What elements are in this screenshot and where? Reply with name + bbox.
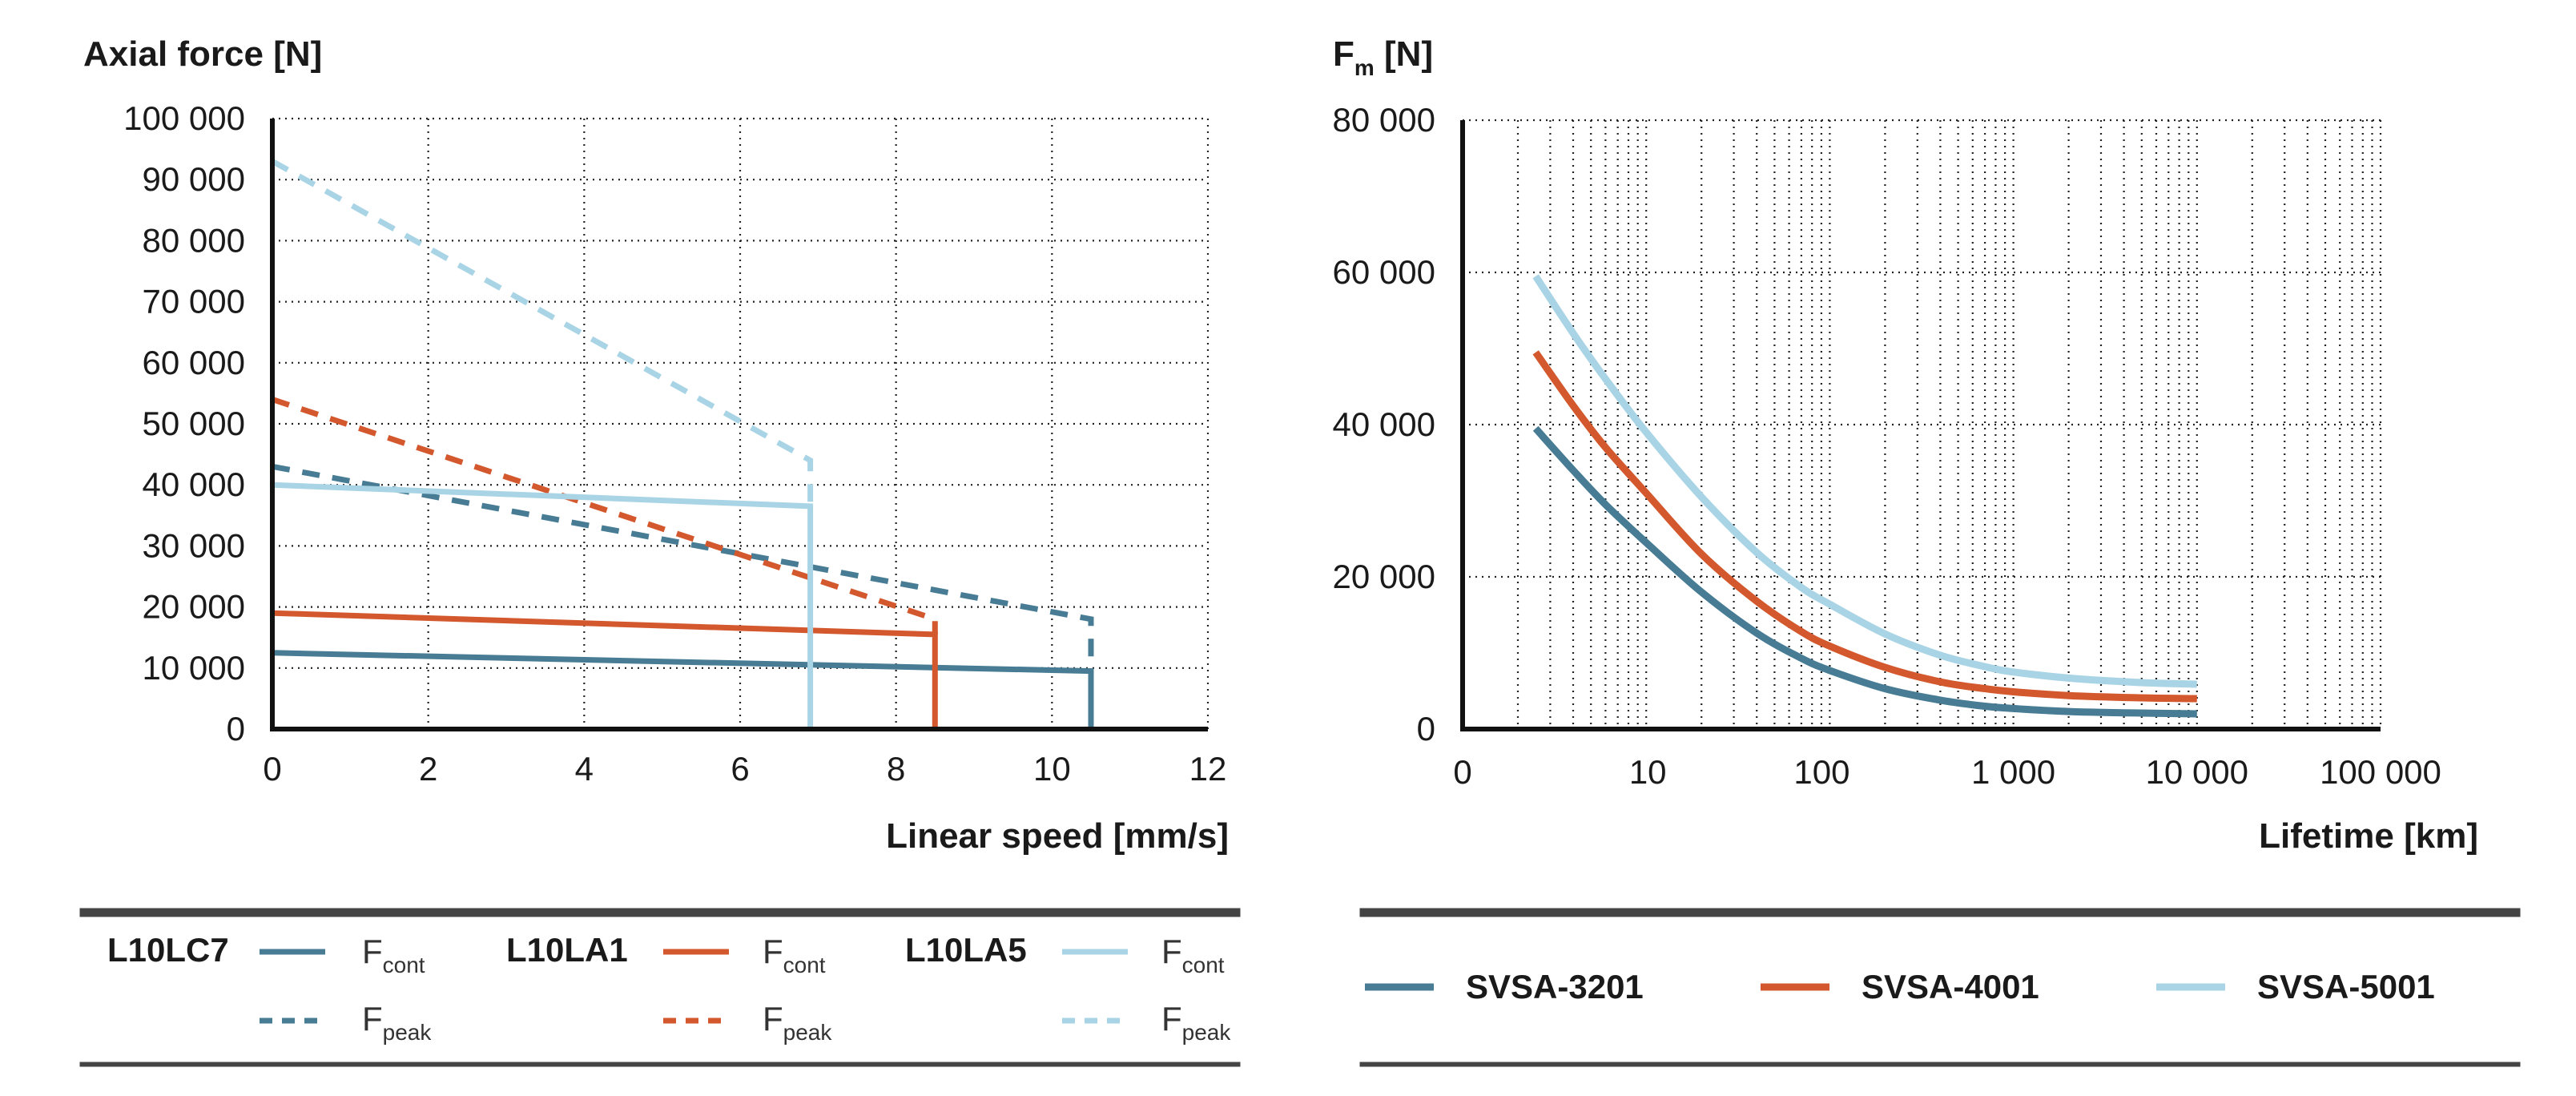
chart1-title: Axial force [N] (83, 34, 322, 74)
legend1-group-name: L10LA5 (905, 931, 1027, 969)
lifetime-chart: Fm [N] 0 20 000 40 000 60 000 80 000 0 10 100 1… (1333, 34, 2478, 856)
chart2-y-tick: 60 000 (1333, 253, 1435, 291)
chart2-x-label: Lifetime [km] (2259, 816, 2478, 856)
chart2-series (1532, 274, 2197, 718)
chart1-series-line (272, 482, 814, 729)
chart2-series-line (1532, 425, 2197, 718)
chart1-y-tick: 20 000 (143, 588, 245, 626)
chart1-x-tick: 4 (575, 750, 594, 788)
chart1-y-tick: 40 000 (143, 465, 245, 503)
chart1-y-tick: 50 000 (143, 405, 245, 442)
chart1-y-tick: 100 000 (123, 99, 245, 137)
chart2-y-ticks: 0 20 000 40 000 60 000 80 000 (1333, 101, 1435, 747)
chart2-title-main: F (1333, 34, 1354, 74)
chart1-x-tick: 12 (1189, 750, 1227, 788)
chart1-series-line (272, 463, 1094, 671)
chart1-y-ticks: 0 10 000 20 000 30 000 40 000 50 000 60 000 70 … (123, 99, 245, 747)
chart1-x-tick: 2 (419, 750, 437, 788)
chart1-series (271, 159, 1094, 729)
chart2-y-tick: 20 000 (1333, 558, 1435, 595)
chart2-x-tick: 0 (1453, 753, 1471, 791)
legend1-cont-label: Fcont (362, 933, 425, 977)
chart2-x-ticks: 0 10 100 1 000 10 000 100 000 (1453, 753, 2441, 791)
chart2-title-sub: m (1354, 55, 1375, 80)
legend1-cont-label: Fcont (1161, 933, 1225, 977)
chart2-x-tick: 10 (1629, 753, 1667, 791)
legend2-item-label: SVSA-5001 (2257, 968, 2435, 1005)
chart2-title-unit: [N] (1375, 34, 1433, 74)
chart2-x-tick: 100 000 (2320, 753, 2441, 791)
legend1-group-name: L10LA1 (506, 931, 628, 969)
chart1-series-line (272, 650, 1094, 729)
chart2-x-tick: 10 000 (2146, 753, 2248, 791)
chart1-y-tick: 30 000 (143, 526, 245, 564)
axial-force-chart: Axial force [N] 0 10 000 20 000 30 000 40 00… (83, 34, 1229, 856)
chart2-title: Fm [N] (1333, 34, 1433, 80)
legend2-bottom-rule (1359, 1062, 2521, 1067)
chart2-y-tick: 40 000 (1333, 405, 1435, 443)
chart1-x-tick: 0 (263, 750, 281, 788)
chart1-series-line (271, 159, 814, 506)
chart1-legend: L10LC7 Fcont Fpeak L10LA1 Fcont Fpeak L10LA5 Fc… (79, 908, 1241, 1067)
chart2-x-tick: 1 000 (1971, 753, 2055, 791)
chart1-grid (272, 117, 1210, 729)
chart1-series-line (271, 397, 938, 635)
chart2-legend: SVSA-3201 SVSA-4001 SVSA-5001 (1359, 908, 2521, 1067)
chart2-series-line (1532, 350, 2197, 703)
chart2-y-tick: 80 000 (1333, 101, 1435, 139)
chart2-series-line (1532, 274, 2197, 688)
chart1-x-tick: 8 (887, 750, 905, 788)
legend2-top-rule (1359, 908, 2521, 917)
chart1-y-tick: 10 000 (143, 649, 245, 687)
legend1-bottom-rule (79, 1062, 1241, 1067)
chart2-x-tick: 100 (1793, 753, 1849, 791)
legend1-peak-label: Fpeak (763, 1000, 832, 1045)
legend1-cont-label: Fcont (763, 933, 826, 977)
chart1-y-tick: 0 (227, 710, 245, 747)
legend1-peak-label: Fpeak (362, 1000, 432, 1045)
chart1-x-label: Linear speed [mm/s] (886, 816, 1229, 856)
chart1-y-tick: 70 000 (143, 283, 245, 320)
chart1-y-tick: 60 000 (143, 344, 245, 381)
legend2-item-label: SVSA-4001 (1862, 968, 2039, 1005)
chart1-series-line (272, 610, 938, 729)
chart1-x-tick: 10 (1033, 750, 1071, 788)
legend2-item-label: SVSA-3201 (1466, 968, 1644, 1005)
chart1-x-tick: 6 (731, 750, 749, 788)
legend1-group-name: L10LC7 (107, 931, 229, 969)
chart2-y-tick: 0 (1417, 710, 1435, 747)
chart2-grid (1463, 119, 2382, 729)
chart1-x-ticks: 0 2 4 6 8 10 12 (263, 750, 1226, 788)
legend1-top-rule (79, 908, 1241, 917)
legend1-peak-label: Fpeak (1161, 1000, 1231, 1045)
chart1-y-tick: 80 000 (143, 221, 245, 259)
chart1-y-tick: 90 000 (143, 160, 245, 198)
